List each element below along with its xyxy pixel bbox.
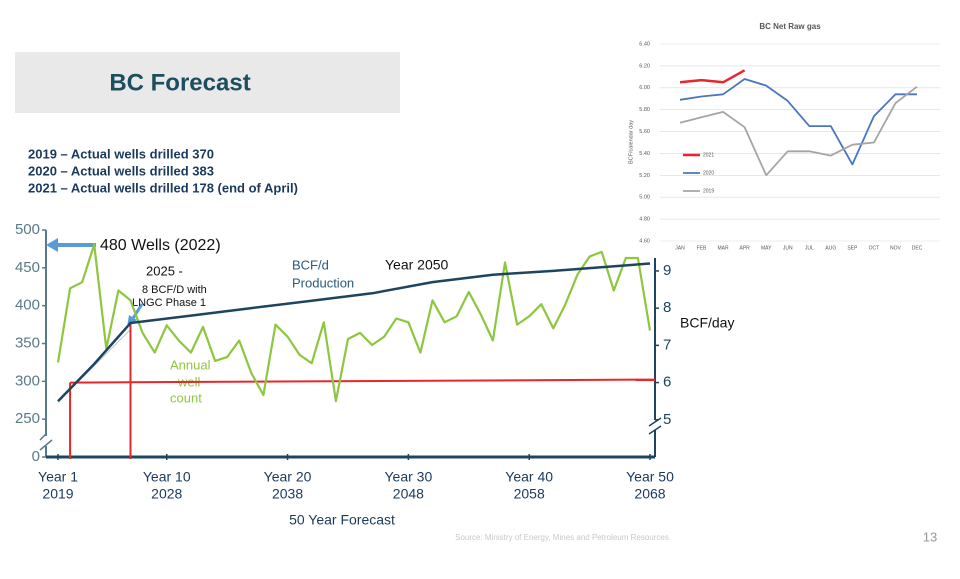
y-tick-label: 5.40 <box>639 151 650 157</box>
x-tick-label: NOV <box>890 245 902 251</box>
x-tick-title: Year 10 <box>143 469 191 485</box>
x-tick-title: Year 20 <box>264 469 312 485</box>
x-tick-label: JAN <box>675 245 685 251</box>
annotation: count <box>170 390 202 405</box>
annotation: 2025 - <box>146 263 183 278</box>
y-tick-label: 500 <box>15 221 40 238</box>
arrow-head <box>46 238 58 252</box>
x-tick-label: 2019 <box>42 486 73 502</box>
annotation: LNGC Phase 1 <box>132 297 206 309</box>
annotation: Year 2050 <box>385 257 449 273</box>
annotation: BCF/d <box>292 257 329 272</box>
x-tick-label: 2048 <box>393 486 424 502</box>
legend-label: 2019 <box>703 188 714 194</box>
y-tick-label: 5.20 <box>639 173 650 179</box>
x-tick-label: 2058 <box>514 486 545 502</box>
x-tick-label: JUN <box>783 245 793 251</box>
x-tick-label: FEB <box>697 245 707 251</box>
x-tick-label: DEC <box>912 245 923 251</box>
y-tick-label: 5.60 <box>639 129 650 135</box>
note: 2021 – Actual wells drilled 178 (end of … <box>28 180 298 195</box>
y-tick-label: 250 <box>15 410 40 427</box>
annotation: Production <box>292 275 354 290</box>
x-tick-label: JUL <box>805 245 814 251</box>
y2-tick-label: 8 <box>663 299 671 316</box>
y2-tick-label: 6 <box>663 374 671 391</box>
series-line <box>679 85 918 177</box>
x-tick-title: Year 40 <box>505 469 553 485</box>
x-tick-label: APR <box>739 245 750 251</box>
title-box <box>15 52 400 113</box>
y2-axis-label: BCF/day <box>680 315 734 331</box>
y-tick-label: 400 <box>15 297 40 314</box>
series-line <box>679 69 746 84</box>
y-tick-label: 4.80 <box>639 217 650 223</box>
source: Source: Ministry of Energy, Mines and Pe… <box>455 533 669 542</box>
y-tick-label: 5.00 <box>639 195 650 201</box>
annotation: Annual <box>170 357 211 372</box>
series-line <box>57 262 651 403</box>
note: 2020 – Actual wells drilled 383 <box>28 163 214 178</box>
x-tick-label: 2028 <box>151 486 182 502</box>
legend-label: 2020 <box>703 170 714 176</box>
slide-title: BC Forecast <box>109 69 250 96</box>
y-tick-label: 6.00 <box>639 85 650 91</box>
x-tick-label: 2038 <box>272 486 303 502</box>
arrow <box>130 303 144 321</box>
y2-tick-label: 7 <box>663 336 671 353</box>
chart-title: BC Net Raw gas <box>759 22 821 31</box>
legend-label: 2021 <box>703 152 714 158</box>
page-number: 13 <box>923 529 937 544</box>
y-tick-label: 6.20 <box>639 63 650 69</box>
y-tick-label: 0 <box>32 448 40 465</box>
x-tick-label: AUG <box>825 245 836 251</box>
x-tick-label: SEP <box>847 245 858 251</box>
reference-line <box>70 378 656 384</box>
annotation: 8 BCF/D with <box>142 284 207 296</box>
x-tick-title: Year 30 <box>384 469 432 485</box>
x-tick-title: Year 1 <box>38 469 78 485</box>
y2-tick-label: 5 <box>663 411 671 428</box>
y-axis-label: BCF/calendar day <box>628 120 634 164</box>
y-tick-label: 4.60 <box>639 238 650 244</box>
y-tick-label: 5.80 <box>639 107 650 113</box>
series-line <box>56 243 652 403</box>
x-tick-label: OCT <box>869 245 880 251</box>
axis-break <box>39 433 53 451</box>
x-tick-label: MAR <box>718 245 730 251</box>
y-tick-label: 300 <box>15 372 40 389</box>
y2-tick-label: 9 <box>663 262 671 279</box>
note: 2019 – Actual wells drilled 370 <box>28 146 214 161</box>
series-line <box>679 78 917 166</box>
y-tick-label: 350 <box>15 334 40 351</box>
x-tick-label: 2068 <box>634 486 665 502</box>
x-tick-title: Year 50 <box>626 469 674 485</box>
x-axis-label: 50 Year Forecast <box>289 512 395 528</box>
y-tick-label: 450 <box>15 259 40 276</box>
x-tick-label: MAY <box>761 245 772 251</box>
y-tick-label: 6.40 <box>639 41 650 47</box>
annotation: 480 Wells (2022) <box>100 237 221 254</box>
